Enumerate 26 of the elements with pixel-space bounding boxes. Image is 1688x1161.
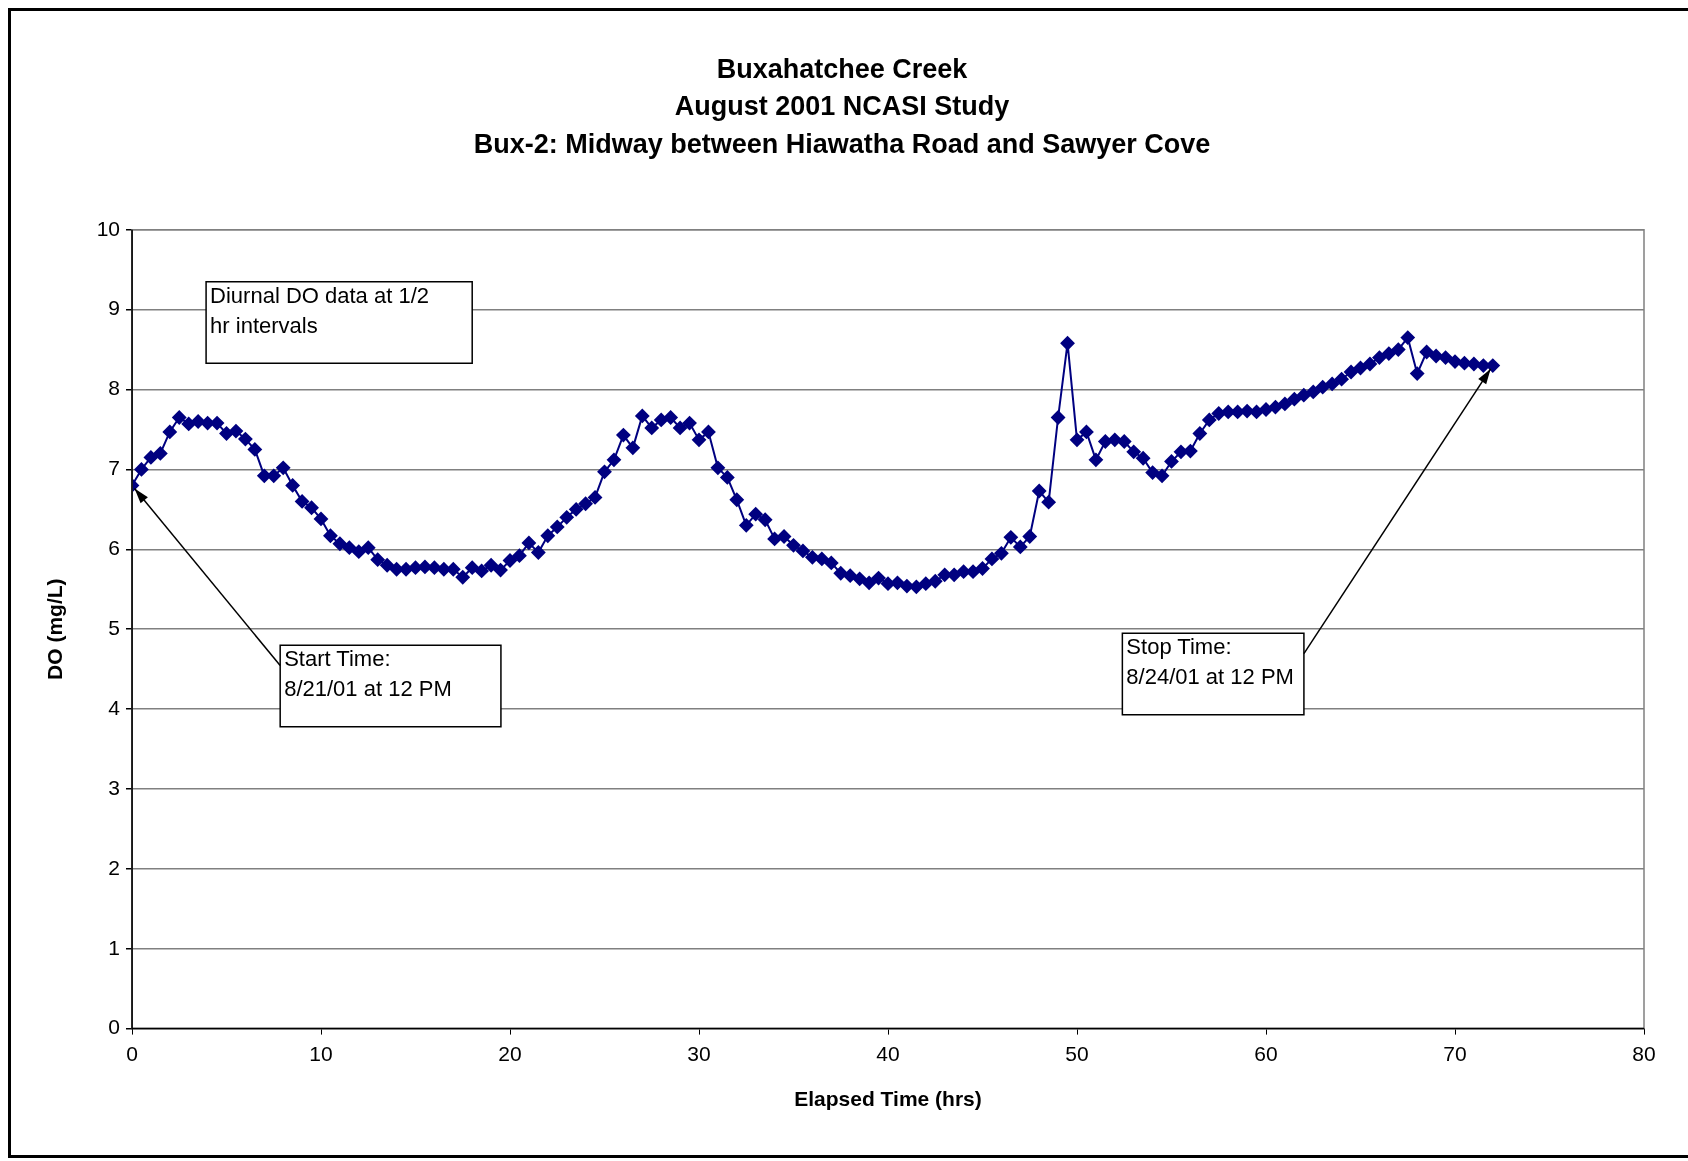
annotation: Diurnal DO data at 1/2 hr intervals xyxy=(210,282,429,338)
chart-title: Buxahatchee Creek August 2001 NCASI Study Bux-2: Midway between Hiawatha Road and Sawyer Cove xyxy=(473,54,1211,159)
y-tick-label: 1 xyxy=(108,935,120,959)
y-axis-title: DO (mg/L) xyxy=(43,578,67,680)
y-tick-label: 4 xyxy=(108,695,121,719)
x-tick-label: 30 xyxy=(687,1042,711,1065)
y-tick-label: 2 xyxy=(108,855,120,879)
x-tick-label: 80 xyxy=(1632,1042,1656,1065)
x-tick-label: 10 xyxy=(309,1042,333,1065)
y-tick-label: 10 xyxy=(96,216,120,240)
y-tick-label: 3 xyxy=(108,775,120,799)
annotation: Start Time: 8/21/01 at 12 PM xyxy=(284,646,452,702)
y-tick-label: 6 xyxy=(108,536,120,560)
x-tick-label: 20 xyxy=(498,1042,522,1065)
x-tick-label: 0 xyxy=(126,1042,138,1065)
x-tick-label: 40 xyxy=(876,1042,900,1065)
annotation: Stop Time: 8/24/01 at 12 PM xyxy=(1126,634,1294,690)
y-tick-label: 0 xyxy=(108,1015,120,1039)
y-tick-label: 7 xyxy=(108,456,120,480)
x-tick-label: 70 xyxy=(1443,1042,1467,1065)
y-tick-label: 9 xyxy=(108,296,120,320)
y-tick-label: 5 xyxy=(108,615,120,639)
x-tick-label: 50 xyxy=(1065,1042,1089,1065)
y-tick-label: 8 xyxy=(108,376,120,400)
x-axis-title: Elapsed Time (hrs) xyxy=(794,1087,982,1111)
x-tick-label: 60 xyxy=(1254,1042,1278,1065)
